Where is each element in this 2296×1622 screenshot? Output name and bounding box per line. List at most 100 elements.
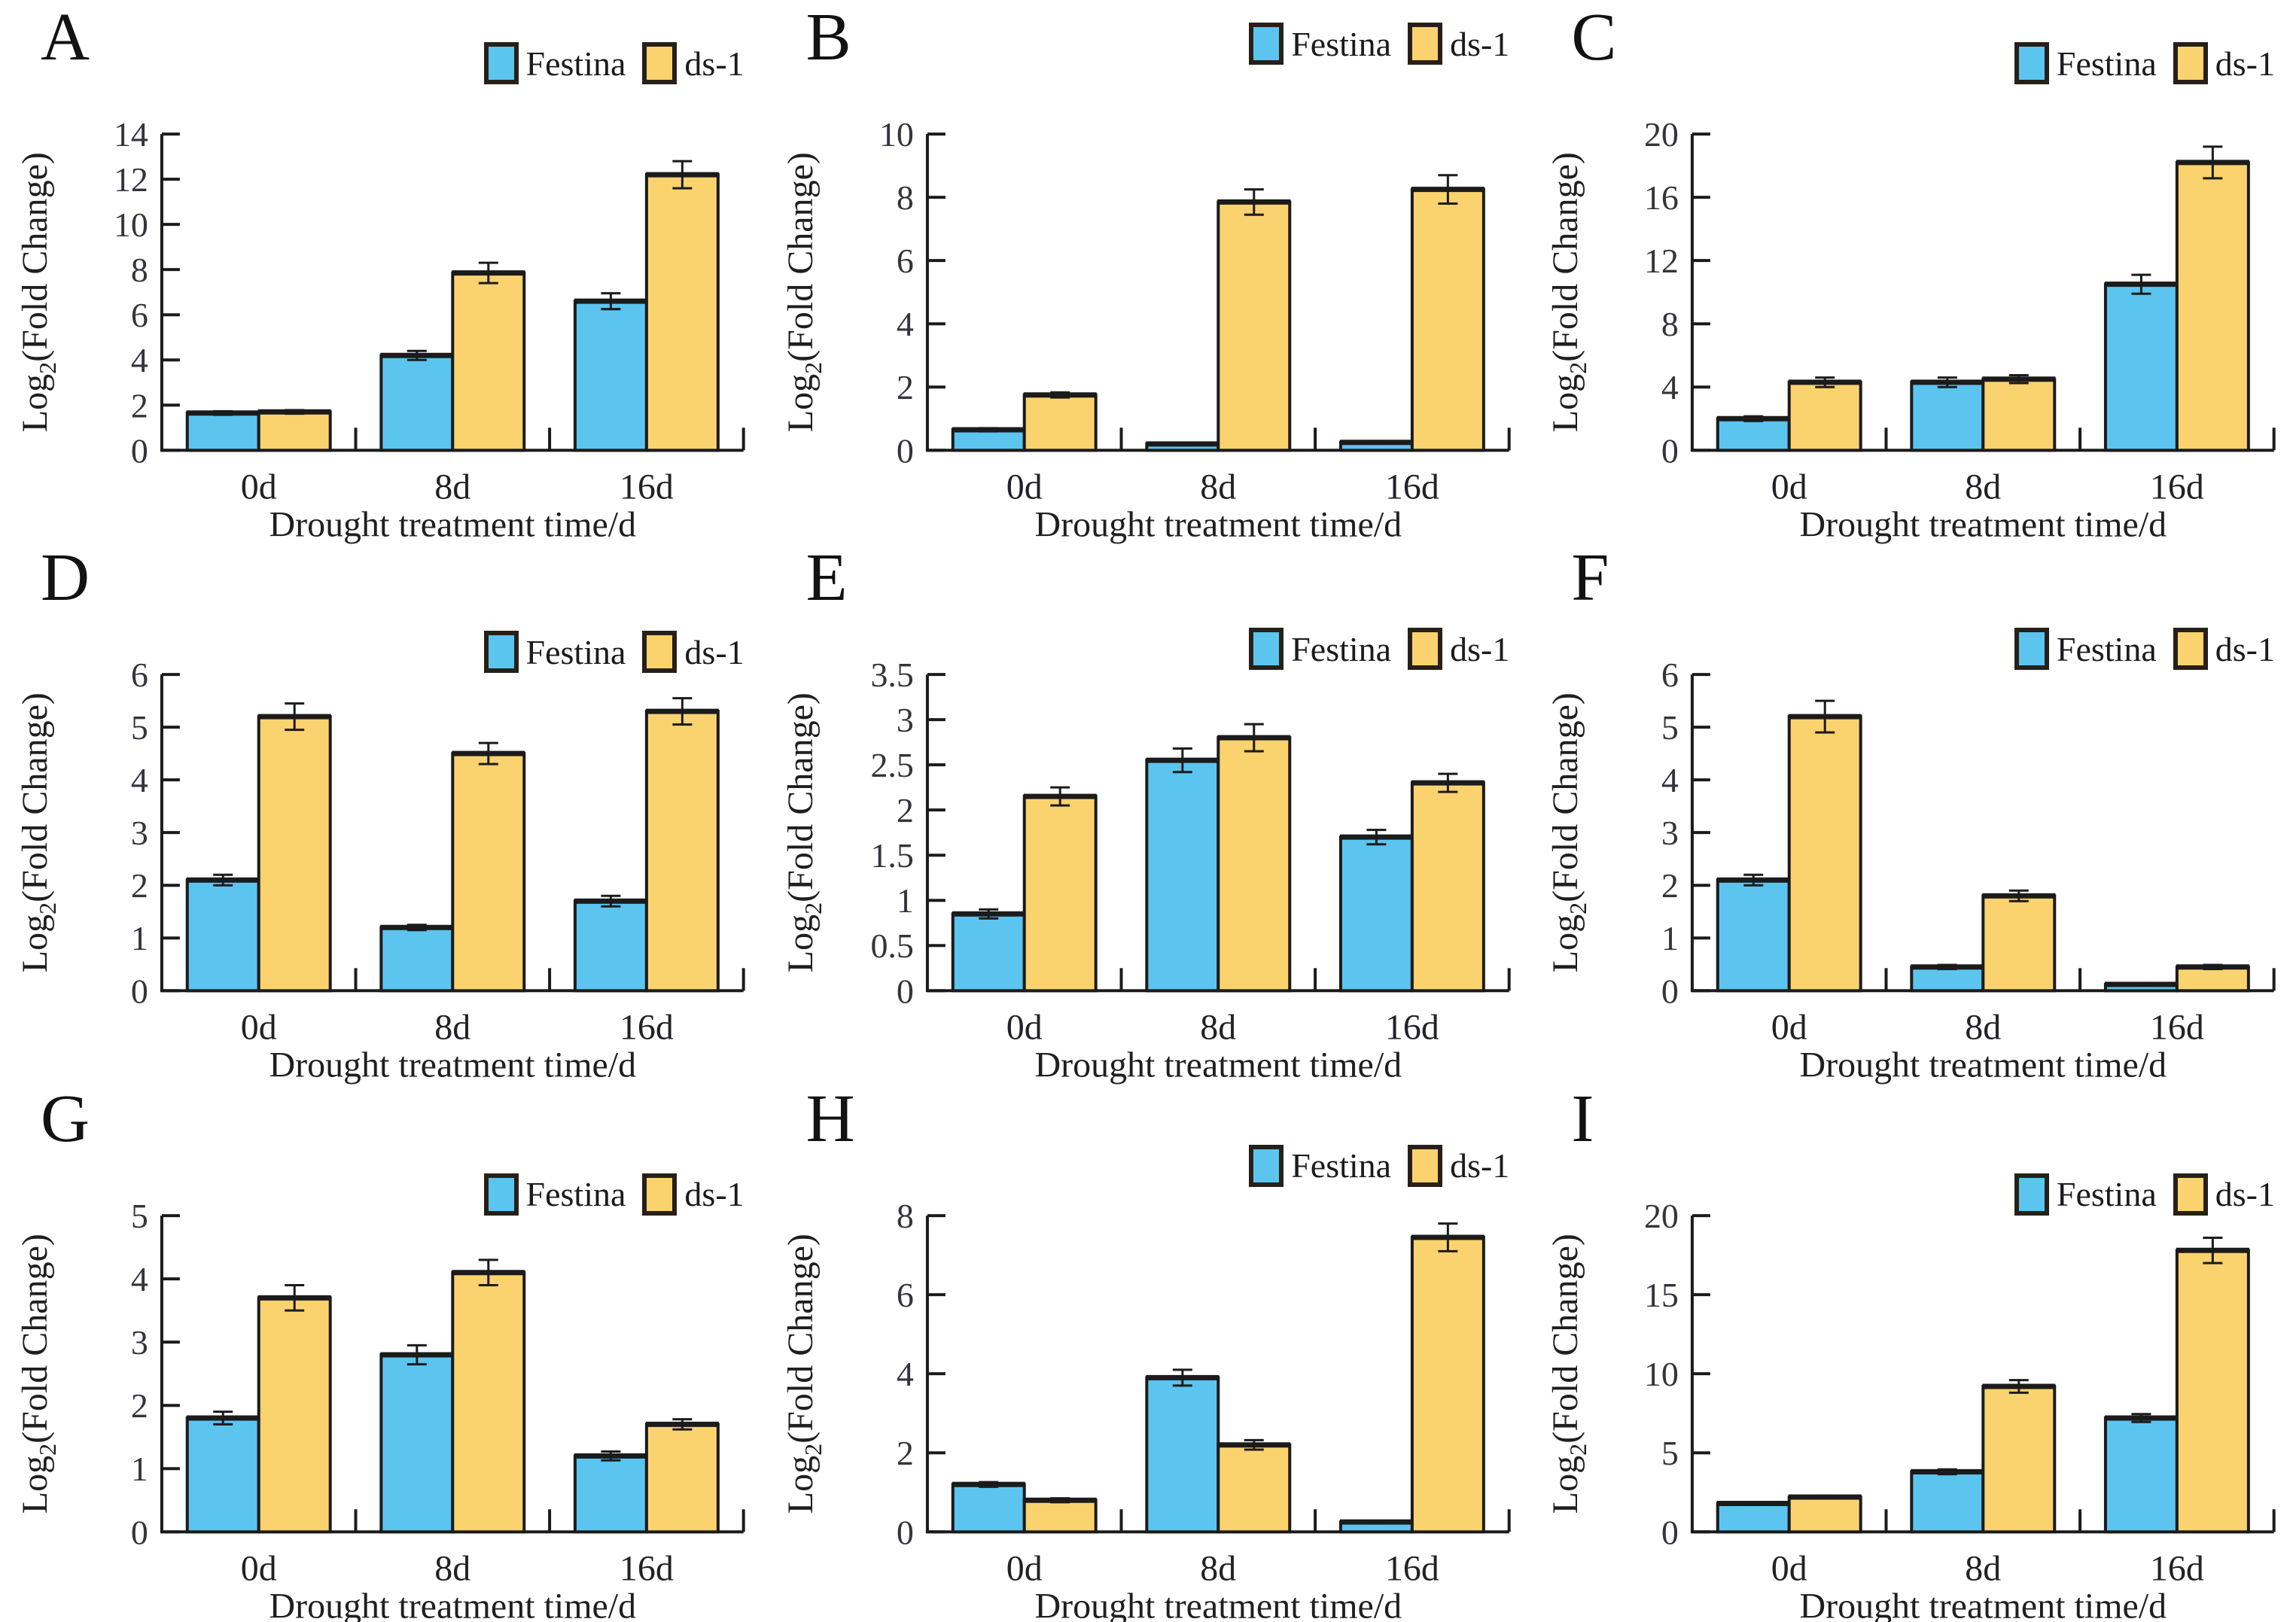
y-tick-label: 0: [897, 1513, 914, 1551]
y-tick-label: 4: [897, 1355, 914, 1393]
legend-label-ds1: ds-1: [2215, 1175, 2275, 1214]
bar-festina-16d: [1338, 835, 1414, 993]
legend-label-ds1: ds-1: [684, 44, 745, 83]
y-tick-label: 4: [1661, 761, 1679, 799]
bar-festina-0d: [185, 878, 260, 993]
y-axis-title: Log2(Fold Change): [15, 1234, 61, 1514]
y-axis-title-base: Log: [1545, 1456, 1585, 1514]
y-tick-label: 4: [131, 761, 148, 799]
bar-festina-0d: [951, 912, 1026, 993]
bar-ds-1-0d: [1788, 380, 1863, 452]
x-category-label: 8d: [434, 467, 470, 507]
bar-ds-1-0d: [1788, 715, 1863, 993]
y-tick-label: 8: [131, 251, 148, 289]
y-tick-label: 0: [131, 972, 148, 1011]
legend: Festina ds-1: [483, 631, 745, 674]
y-axis-title-base: Log: [15, 914, 55, 972]
bar-ds-1-16d: [2176, 966, 2251, 993]
legend-swatch-ds1: [642, 42, 678, 84]
bar-festina-0d: [1716, 878, 1792, 993]
y-axis-title: Log2(Fold Change): [781, 152, 827, 432]
x-category-label: 0d: [1006, 1548, 1042, 1588]
x-category-label: 16d: [620, 1548, 674, 1588]
bar-festina-8d: [379, 354, 455, 452]
legend: Festina ds-1: [2014, 628, 2275, 671]
legend-label-ds1: ds-1: [1450, 1146, 1510, 1185]
x-category-label: 8d: [434, 1548, 470, 1588]
bar-festina-16d: [573, 1454, 648, 1533]
legend-label-festina: Festina: [525, 44, 626, 83]
y-tick-label: 0: [131, 431, 148, 470]
panel-letter: B: [805, 0, 851, 75]
bar-ds-1-16d: [2176, 160, 2251, 452]
y-axis-title-rest: (Fold Change): [781, 692, 821, 902]
legend-swatch-ds1: [1408, 23, 1443, 65]
bar-ds-1-16d: [2176, 1248, 2251, 1533]
y-tick-label: 20: [1644, 1197, 1679, 1235]
legend-label-ds1: ds-1: [684, 632, 745, 671]
bar-ds-1-8d: [1216, 1443, 1291, 1533]
y-tick-label: 2: [897, 1434, 914, 1472]
y-tick-label: 0: [897, 972, 914, 1011]
y-axis-title-rest: (Fold Change): [1545, 692, 1585, 902]
bar-festina-16d: [573, 300, 648, 452]
bar-ds-1-0d: [1022, 393, 1098, 452]
legend-label-festina: Festina: [2056, 44, 2157, 83]
y-tick-label: 8: [897, 178, 914, 217]
y-axis-title-rest: (Fold Change): [1545, 1234, 1585, 1444]
bar-festina-8d: [1910, 966, 1985, 993]
bar-festina-8d: [1910, 1470, 1985, 1533]
legend-label-ds1: ds-1: [2215, 44, 2275, 83]
y-axis-title-base: Log: [1545, 914, 1585, 972]
legend-swatch-ds1: [2173, 42, 2208, 84]
bar-ds-1-0d: [1022, 795, 1098, 993]
y-axis-title-base: Log: [15, 1456, 55, 1514]
bar-festina-16d: [573, 899, 648, 993]
y-tick-label: 0: [1661, 431, 1679, 470]
x-category-label: 8d: [1966, 1008, 2002, 1048]
legend-swatch-festina: [483, 631, 519, 674]
y-tick-label: 12: [114, 160, 148, 199]
y-axis-title-base: Log: [781, 914, 821, 972]
y-axis-title-sub: 2: [1564, 362, 1591, 374]
y-tick-label: 4: [131, 1260, 148, 1298]
y-tick-label: 0: [1661, 972, 1679, 1011]
y-tick-label: 3: [131, 814, 148, 852]
y-tick-label: 3: [1661, 814, 1679, 852]
x-category-label: 0d: [1006, 467, 1042, 507]
y-axis-title: Log2(Fold Change): [1545, 152, 1591, 432]
bar-festina-8d: [1910, 380, 1985, 452]
y-tick-label: 8: [897, 1197, 914, 1235]
y-axis-title-rest: (Fold Change): [1545, 152, 1585, 362]
y-tick-label: 2: [131, 386, 148, 425]
legend-label-festina: Festina: [525, 632, 626, 671]
y-tick-label: 4: [131, 341, 148, 379]
legend-label-festina: Festina: [525, 1175, 626, 1214]
y-tick-label: 12: [1644, 242, 1679, 280]
bar-ds-1-8d: [451, 752, 526, 993]
bar-ds-1-8d: [451, 1271, 526, 1533]
x-axis-title: Drought treatment time/d: [1800, 1045, 2167, 1085]
y-tick-label: 8: [1661, 305, 1679, 343]
y-axis-title-rest: (Fold Change): [15, 152, 55, 362]
bar-ds-1-0d: [257, 410, 332, 452]
x-category-label: 0d: [1771, 467, 1807, 507]
bar-festina-8d: [1144, 759, 1220, 993]
x-category-label: 8d: [434, 1008, 470, 1048]
y-tick-label: 2: [131, 1386, 148, 1425]
legend: Festina ds-1: [2014, 1173, 2275, 1216]
bar-festina-16d: [2104, 282, 2179, 452]
panel-letter: A: [41, 0, 90, 75]
panel-letter: E: [805, 540, 848, 616]
x-axis-title: Drought treatment time/d: [1034, 504, 1402, 544]
panel-letter: C: [1571, 0, 1617, 75]
x-category-label: 0d: [1771, 1548, 1807, 1588]
y-tick-label: 6: [131, 296, 148, 334]
chart-panel-G: G Festina ds-1 0 1 2 3 4 5 0d 8d 16d Drought trea…: [0, 1082, 766, 1622]
legend-label-ds1: ds-1: [684, 1175, 745, 1214]
panel-letter: F: [1571, 540, 1609, 616]
